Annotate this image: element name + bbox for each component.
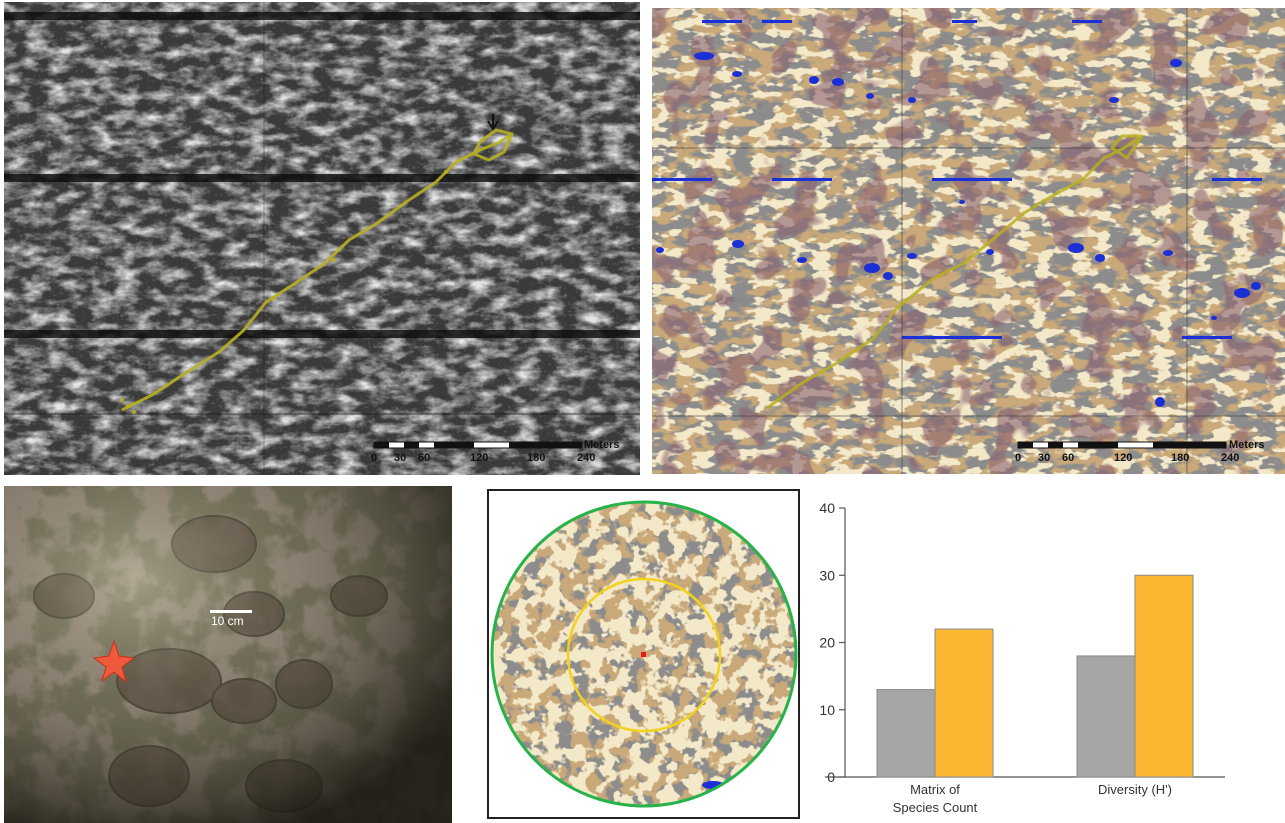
arrow-marker — [487, 114, 499, 131]
vehicle-track — [121, 128, 514, 412]
sonar-scale-tick: 60 — [418, 452, 430, 464]
classified-scale-tick: 30 — [1038, 452, 1050, 464]
x-category-label: Matrix of — [910, 782, 960, 797]
classified-habitat-map: Meters 0 30 60 120 180 240 — [652, 8, 1285, 474]
classified-scale-unit: Meters — [1229, 439, 1264, 451]
seafloor-photo — [4, 486, 452, 823]
boulder-patches — [652, 20, 1262, 407]
swath-seam — [4, 12, 640, 20]
sonar-scale-unit: Meters — [584, 439, 619, 451]
sonar-mosaic-panel: Meters 0 30 60 120 180 240 — [4, 2, 640, 475]
center-marker — [641, 652, 646, 657]
sonar-scale-tick: 0 — [371, 452, 377, 464]
sonar-scale-tick: 30 — [394, 452, 406, 464]
sonar-scale-tick: 180 — [527, 452, 545, 464]
y-tick-label: 30 — [819, 567, 835, 583]
bar-chart: 0 10 20 30 40 Matrix of Species Count Diversit… — [819, 500, 1225, 815]
circular-habitat-sample-panel — [487, 489, 800, 819]
classified-scale-tick: 60 — [1062, 452, 1074, 464]
bar-gray-1 — [1076, 655, 1136, 778]
bar-chart-panel: 0 10 20 30 40 Matrix of Species Count Diversit… — [805, 487, 1285, 823]
sonar-scale-tick: 240 — [577, 452, 595, 464]
classified-scale-tick: 180 — [1171, 452, 1189, 464]
bar-series — [876, 574, 1194, 778]
bar-orange-1 — [1134, 574, 1194, 778]
x-category-label: Diversity (H') — [1098, 782, 1172, 797]
y-tick-label: 10 — [819, 702, 835, 718]
y-tick-label: 20 — [819, 635, 835, 651]
sea-star — [92, 639, 136, 684]
sonar-scale-tick: 120 — [470, 452, 488, 464]
bar-orange-0 — [934, 628, 994, 778]
classified-habitat-map-panel: Meters 0 30 60 120 180 240 — [652, 8, 1285, 474]
x-category-label: Species Count — [893, 800, 978, 815]
outer-sample-ring — [490, 500, 798, 808]
classified-scale-tick: 240 — [1221, 452, 1239, 464]
inner-sample-ring — [566, 577, 722, 733]
swath-seam — [4, 330, 640, 338]
classified-vehicle-track — [766, 134, 1144, 410]
sonar-mosaic-image: Meters 0 30 60 120 180 240 — [4, 2, 640, 475]
photo-scale-label: 10 cm — [211, 614, 244, 628]
classified-scale-bar: Meters 0 30 60 120 180 240 — [1015, 439, 1264, 464]
photo-scale-bar — [210, 610, 252, 613]
y-tick-label: 40 — [819, 500, 835, 516]
circular-habitat-sample — [490, 500, 798, 808]
x-axis-labels: Matrix of Species Count Diversity (H') — [893, 782, 1172, 815]
bar-gray-0 — [876, 689, 936, 778]
swath-seam — [4, 174, 640, 182]
classified-scale-tick: 120 — [1114, 452, 1132, 464]
sonar-scale-bar: Meters 0 30 60 120 180 240 — [371, 439, 619, 464]
y-tick-label: 0 — [827, 769, 835, 785]
classified-scale-tick: 0 — [1015, 452, 1021, 464]
seafloor-photo-panel: 10 cm — [4, 486, 452, 823]
